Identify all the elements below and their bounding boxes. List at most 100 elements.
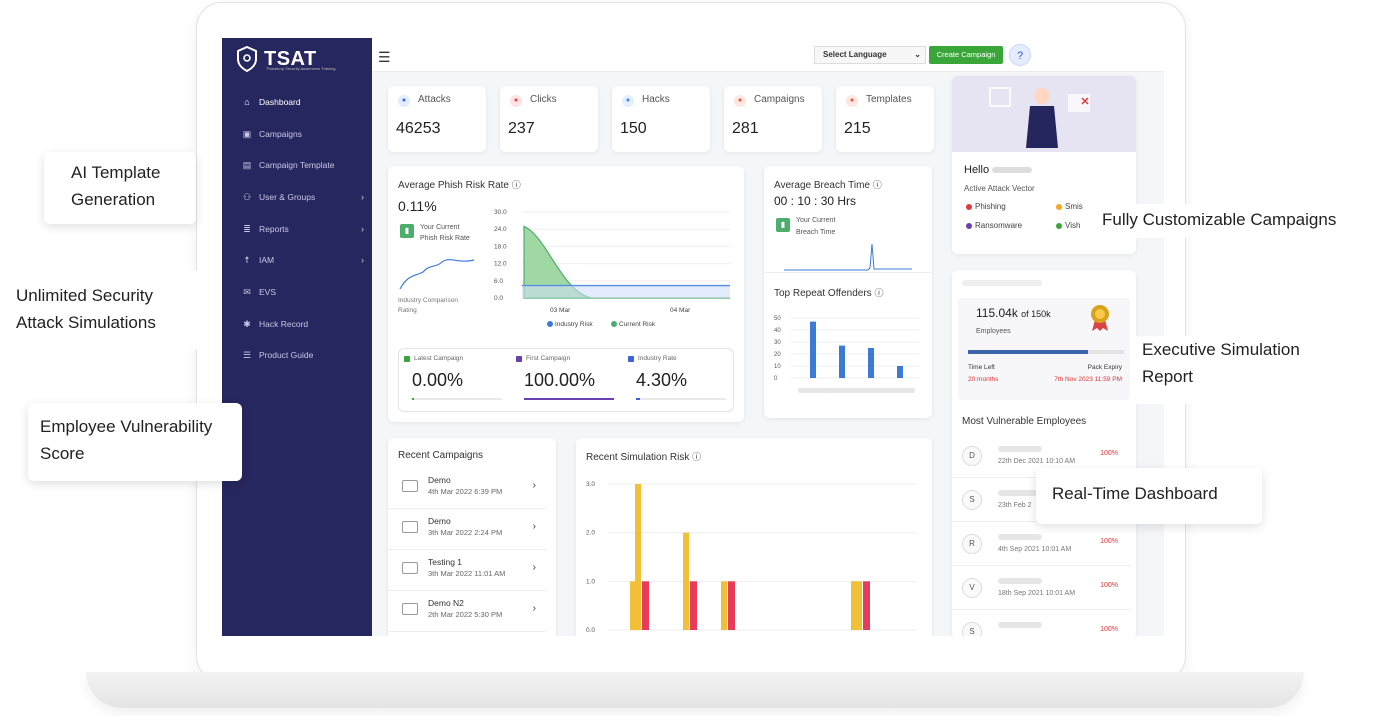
stat-value: 215 bbox=[844, 120, 871, 137]
campaign-item[interactable]: Demo 3th Mar 2022 2:24 PM › bbox=[388, 509, 546, 550]
employee-row[interactable]: S 100% bbox=[952, 610, 1130, 636]
sidebar-item-campaigns[interactable]: ▣ Campaigns bbox=[222, 118, 372, 150]
envelope-icon bbox=[402, 480, 418, 492]
y-tick-label: 30.0 bbox=[494, 209, 507, 216]
avatar: S bbox=[962, 622, 982, 636]
legend-square-icon bbox=[404, 356, 410, 362]
sidebar-item-label: Campaigns bbox=[259, 128, 302, 139]
blurred-name bbox=[856, 388, 886, 393]
blurred-name bbox=[998, 534, 1042, 540]
envelope-icon bbox=[402, 521, 418, 533]
campaign-item[interactable]: Demo 4th Mar 2022 6:39 PM › bbox=[388, 468, 546, 509]
app-screen: TSAT Threatcop Security Awareness Traini… bbox=[222, 38, 1164, 636]
help-icon[interactable]: ? bbox=[1009, 44, 1031, 66]
rate-box-progress bbox=[524, 398, 614, 400]
sidebar-item-hack-record[interactable]: ✱ Hack Record bbox=[222, 308, 372, 340]
industry-label: Industry Comparison Rating bbox=[398, 297, 458, 314]
sidebar-item-label: Hack Record bbox=[259, 318, 309, 329]
sidebar-item-label: Dashboard bbox=[259, 96, 301, 107]
simulation-risk-card: Recent Simulation Risk ⓘ 3.0 2.0 1.0 0.0 bbox=[576, 438, 932, 636]
sidebar-item-campaign-template[interactable]: ▤ Campaign Template bbox=[222, 149, 372, 181]
create-campaign-button[interactable]: Create Campaign bbox=[929, 46, 1003, 64]
legend-dot-icon bbox=[966, 222, 972, 229]
iam-icon: ☨ bbox=[244, 255, 250, 266]
avatar: D bbox=[962, 446, 982, 466]
blurred-name bbox=[998, 490, 1042, 496]
callout-employee: Employee Vulnerability Score bbox=[28, 403, 242, 481]
employee-date: 18th Sep 2021 10:01 AM bbox=[998, 590, 1076, 597]
campaign-date: 3th Mar 2022 11:01 AM bbox=[428, 569, 506, 578]
blurred-name bbox=[827, 388, 857, 393]
sidebar-item-label: Reports bbox=[259, 223, 289, 234]
sidebar-item-iam[interactable]: ☨ IAM › bbox=[222, 244, 372, 276]
stat-card-templates[interactable]: ● Templates 215 bbox=[836, 86, 934, 152]
sidebar-item-user-groups[interactable]: ⚇ User & Groups › bbox=[222, 181, 372, 213]
stat-label: Attacks bbox=[418, 94, 451, 105]
topbar: ☰ Select Language ⌄ Create Campaign ? bbox=[372, 38, 1164, 72]
employee-row[interactable]: D 22th Dec 2021 10:10 AM 100% bbox=[952, 434, 1130, 478]
offenders-chart: 50 40 30 20 10 0 bbox=[774, 316, 919, 393]
stat-card-clicks[interactable]: ● Clicks 237 bbox=[500, 86, 598, 152]
y-tick-label: 50 bbox=[774, 316, 781, 322]
active-vector-label: Active Attack Vector bbox=[964, 184, 1035, 193]
rate-box-value: 0.00% bbox=[412, 370, 464, 390]
license-value: 115.04k of 150k bbox=[976, 306, 1051, 320]
stat-value: 150 bbox=[620, 120, 647, 137]
y-tick-label: 1.0 bbox=[586, 578, 595, 585]
risk-bar bbox=[863, 581, 870, 630]
sidebar-item-evs[interactable]: ✉ EVS bbox=[222, 276, 372, 308]
risk-bar bbox=[728, 581, 735, 630]
vector-label: Ransomware bbox=[975, 221, 1023, 230]
employee-row[interactable]: R 4th Sep 2021 10:01 AM 100% bbox=[952, 522, 1130, 566]
template-icon: ▤ bbox=[242, 160, 252, 171]
y-tick-label: 12.0 bbox=[494, 261, 507, 268]
hello-card: Hello Active Attack Vector Phishing Smis R… bbox=[952, 76, 1136, 254]
vector-label: Smis bbox=[1065, 202, 1083, 211]
vector-label: Vish bbox=[1065, 221, 1081, 230]
offender-bar bbox=[868, 348, 874, 378]
avatar: S bbox=[962, 490, 982, 510]
phish-risk-title: Average Phish Risk Rate ⓘ bbox=[398, 180, 521, 191]
stat-card-hacks[interactable]: ● Hacks 150 bbox=[612, 86, 710, 152]
language-select-value: Select Language bbox=[823, 50, 887, 59]
brand-logo[interactable]: TSAT bbox=[236, 46, 317, 72]
offender-bar bbox=[810, 321, 816, 378]
hero-illustration bbox=[952, 76, 1136, 152]
recent-campaigns-title: Recent Campaigns bbox=[398, 450, 484, 461]
y-tick-label: 30 bbox=[774, 340, 781, 346]
sidebar-item-reports[interactable]: ≣ Reports › bbox=[222, 213, 372, 245]
stat-value: 46253 bbox=[396, 120, 441, 137]
rate-box-first-campaign: First Campaign 100.00% bbox=[514, 348, 624, 410]
employee-date: 23th Feb 2 bbox=[998, 502, 1032, 509]
hamburger-menu-icon[interactable]: ☰ bbox=[378, 49, 391, 65]
sidebar-nav: ⌂ Dashboard ▣ Campaigns ▤ Campaign Template ⚇ U… bbox=[222, 86, 372, 371]
sidebar-item-product-guide[interactable]: ☰ Product Guide bbox=[222, 340, 372, 372]
simulation-risk-chart: 3.0 2.0 1.0 0.0 bbox=[586, 481, 916, 634]
sidebar-item-dashboard[interactable]: ⌂ Dashboard bbox=[222, 86, 372, 118]
risk-bar bbox=[856, 581, 862, 630]
stat-value: 281 bbox=[732, 120, 759, 137]
divider bbox=[764, 272, 932, 273]
y-tick-label: 0.0 bbox=[494, 295, 503, 302]
vector-label: Phishing bbox=[975, 202, 1006, 211]
rate-box-value: 4.30% bbox=[636, 370, 688, 390]
campaign-item[interactable]: Demo N2 2th Mar 2022 5:30 PM › bbox=[388, 591, 546, 632]
stat-card-attacks[interactable]: ● Attacks 46253 bbox=[388, 86, 486, 152]
brand-subtitle: Threatcop Security Awareness Training bbox=[266, 66, 336, 71]
stat-card-campaigns[interactable]: ● Campaigns 281 bbox=[724, 86, 822, 152]
stat-label: Campaigns bbox=[754, 94, 805, 105]
callout-ai-template: AI Template Generation bbox=[44, 152, 196, 224]
language-select[interactable]: Select Language ⌄ bbox=[814, 46, 926, 64]
campaign-item[interactable]: Testing 1 3th Mar 2022 11:01 AM › bbox=[388, 550, 546, 591]
campaign-date: 2th Mar 2022 5:30 PM bbox=[428, 610, 503, 619]
callout-unlimited: Unlimited Security Attack Simulations bbox=[0, 270, 200, 350]
risk-bar bbox=[690, 581, 697, 630]
envelope-icon bbox=[402, 562, 418, 574]
employee-row[interactable]: V 18th Sep 2021 10:01 AM 100% bbox=[952, 566, 1130, 610]
campaign-name: Demo bbox=[428, 516, 451, 526]
stat-label: Clicks bbox=[530, 94, 557, 105]
license-card: 115.04k of 150k Employees Time Left Pack… bbox=[952, 270, 1136, 636]
laptop-base bbox=[86, 672, 1304, 708]
legend-square-icon bbox=[628, 356, 634, 362]
bar-chart-icon: ▮ bbox=[776, 218, 790, 232]
